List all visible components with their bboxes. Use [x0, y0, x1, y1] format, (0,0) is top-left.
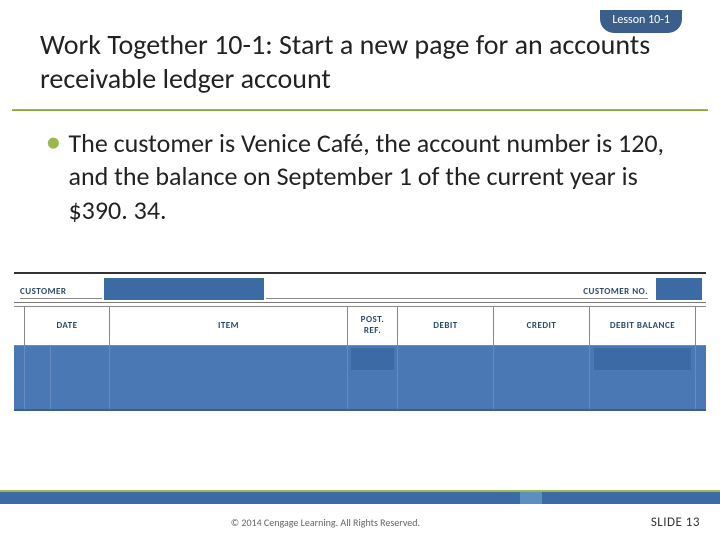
body-debit: [398, 346, 494, 409]
body-date: [24, 346, 110, 409]
col-debit-balance: DEBIT BALANCE: [590, 307, 696, 345]
bullet-text: The customer is Venice Café, the account…: [69, 127, 681, 227]
col-debit: DEBIT: [398, 307, 494, 345]
footer-stripe: [0, 490, 720, 504]
ledger-column-headers: DATE ITEM POST. REF. DEBIT CREDIT DEBIT …: [14, 306, 706, 346]
copyright-text: © 2014 Cengage Learning. All Rights Rese…: [0, 516, 651, 529]
col-date: DATE: [24, 307, 110, 345]
slide-number: SLIDE 13: [651, 515, 700, 530]
customer-label: CUSTOMER: [14, 274, 102, 302]
ledger-header-row: CUSTOMER CUSTOMER NO.: [14, 272, 706, 302]
lesson-badge: Lesson 10-1: [600, 10, 682, 33]
ledger-form: CUSTOMER CUSTOMER NO. DATE ITEM POST. RE…: [14, 272, 706, 411]
ledger-body: [14, 346, 706, 411]
body-item: [110, 346, 348, 409]
header-mid-line: [266, 274, 562, 302]
slide-title: Work Together 10-1: Start a new page for…: [40, 28, 680, 95]
body-debit-balance: [590, 346, 696, 409]
bullet-block: ● The customer is Venice Café, the accou…: [0, 111, 720, 227]
body-post-ref: [348, 346, 398, 409]
customer-field: [104, 278, 264, 300]
customer-no-label: CUSTOMER NO.: [562, 274, 654, 302]
col-credit: CREDIT: [494, 307, 590, 345]
post-ref-highlight: [351, 348, 394, 370]
balance-highlight: [594, 348, 691, 370]
bullet-icon: ●: [46, 127, 61, 158]
body-credit: [494, 346, 590, 409]
col-item: ITEM: [110, 307, 348, 345]
col-post-ref: POST. REF.: [348, 307, 398, 345]
footer: © 2014 Cengage Learning. All Rights Rese…: [0, 504, 720, 540]
customer-no-field: [656, 278, 702, 300]
